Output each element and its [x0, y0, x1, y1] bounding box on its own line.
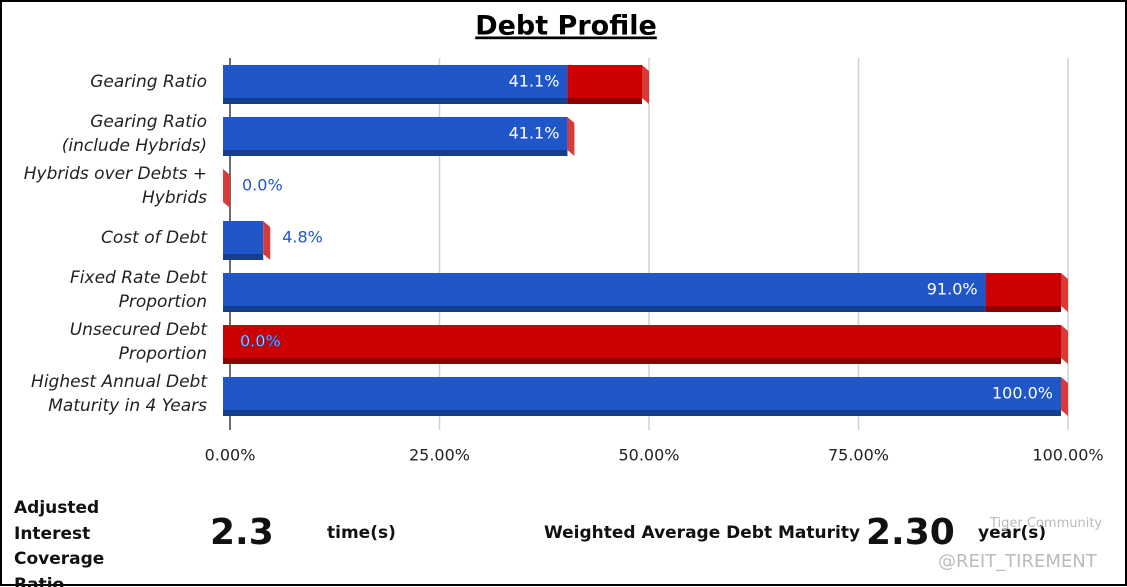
- x-tick-label: 75.00%: [828, 446, 889, 465]
- y-tick-label: Hybrids over Debts + Hybrids: [23, 164, 207, 208]
- bar: [223, 325, 1061, 358]
- handle: @REIT_TIREMENT: [938, 551, 1097, 572]
- bar-bottom: [985, 306, 1061, 312]
- chart-title: Debt Profile: [475, 11, 657, 42]
- bar-side: [1061, 325, 1068, 364]
- bar: [567, 65, 642, 98]
- value-label: 4.8%: [282, 228, 323, 247]
- watermark: Tiger Community: [990, 516, 1103, 531]
- y-tick-label: Highest Annual Debt Maturity in 4 Years: [31, 372, 207, 416]
- bar: [223, 117, 568, 150]
- bar-bottom: [223, 150, 568, 156]
- maturity-label: Weighted Average Debt Maturity: [544, 523, 861, 543]
- coverage-label: Adjusted Interest Coverage Ratio: [14, 498, 105, 587]
- bar-side: [263, 221, 271, 260]
- bar: [223, 65, 568, 98]
- x-tick-label: 50.00%: [618, 446, 679, 465]
- coverage-unit: time(s): [327, 523, 396, 543]
- bar-bottom: [223, 98, 568, 104]
- bar-side: [1061, 377, 1068, 416]
- coverage-value: 2.3: [210, 512, 274, 553]
- y-tick-label: Gearing Ratio: [90, 72, 207, 92]
- y-tick-label: Unsecured Debt Proportion: [69, 320, 207, 364]
- bar-side: [642, 65, 649, 104]
- maturity-value: 2.30: [866, 512, 955, 553]
- bar-bottom: [223, 306, 986, 312]
- value-label: 0.0%: [240, 332, 281, 351]
- y-tick-label: Cost of Debt: [101, 228, 207, 248]
- bar: [985, 273, 1061, 306]
- value-label: 41.1%: [509, 72, 560, 91]
- maturity-unit: year(s): [978, 523, 1047, 543]
- bar: [223, 377, 1061, 410]
- bar-bottom: [567, 98, 642, 104]
- bar-bottom: [223, 254, 264, 260]
- x-tick-label: 100.00%: [1032, 446, 1103, 465]
- value-label: 0.0%: [242, 176, 283, 195]
- bar-bottom: [223, 410, 1061, 416]
- value-label: 100.0%: [992, 384, 1053, 403]
- x-tick-label: 25.00%: [409, 446, 470, 465]
- y-tick-label: Fixed Rate Debt Proportion: [70, 268, 207, 312]
- value-label: 41.1%: [509, 124, 560, 143]
- value-label: 91.0%: [927, 280, 978, 299]
- bar-bottom: [223, 358, 1061, 364]
- bar-side: [1061, 273, 1068, 312]
- bar: [223, 273, 986, 306]
- y-tick-label: Gearing Ratio (include Hybrids): [61, 112, 207, 156]
- bar-side: [567, 117, 575, 156]
- bar-side: [223, 169, 230, 208]
- bar: [223, 221, 264, 254]
- x-tick-label: 0.00%: [205, 446, 256, 465]
